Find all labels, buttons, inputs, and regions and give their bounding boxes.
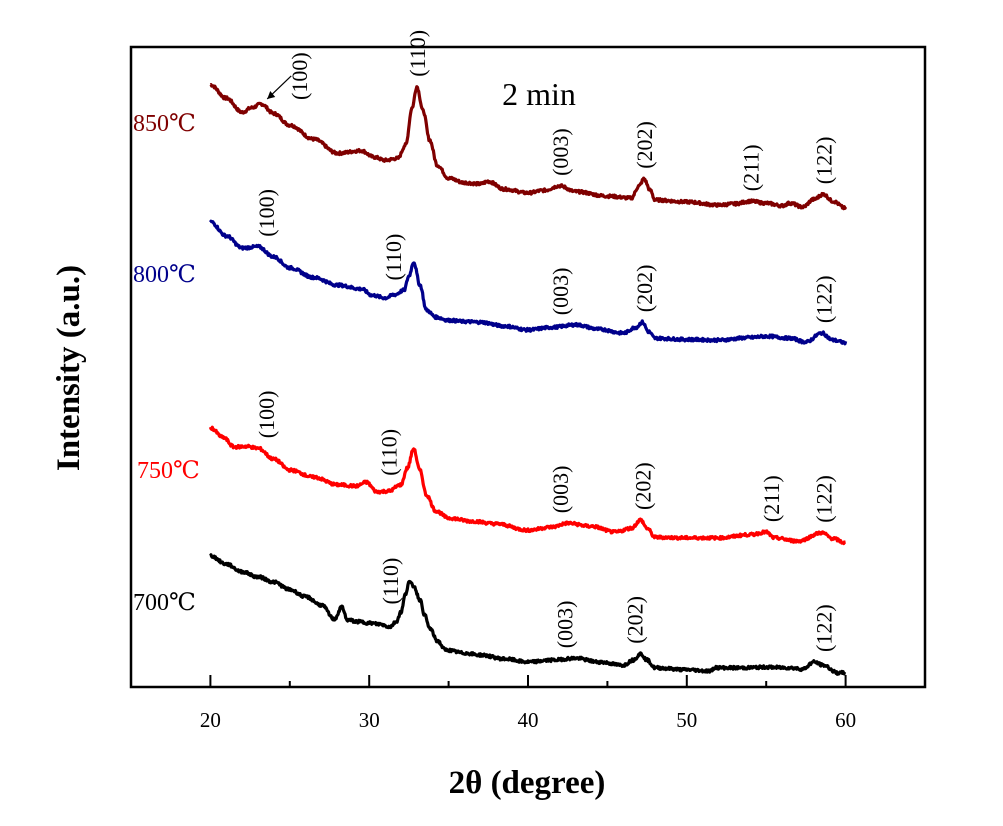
series-labels: 850℃ 800℃ 750℃ 700℃ <box>133 111 200 616</box>
x-tick-label: 40 <box>518 708 539 732</box>
peak-label-100-800c: (100) <box>254 189 279 237</box>
x-axis-ticks <box>209 675 847 687</box>
y-axis-title: Intensity (a.u.) <box>51 265 87 471</box>
peak-label-110-850c: (110) <box>405 30 430 77</box>
peak-label-122-750c: (122) <box>811 475 836 523</box>
series-label-750c: 750℃ <box>137 458 200 484</box>
peak-label-211-850c: (211) <box>738 144 763 191</box>
peak-label-202-800c: (202) <box>632 265 657 313</box>
series-label-800c: 800℃ <box>133 262 196 288</box>
x-tick-label: 60 <box>835 708 856 732</box>
peak-label-122-700c: (122) <box>811 604 836 652</box>
series-label-700c: 700℃ <box>133 590 196 616</box>
peak-label-110-800c: (110) <box>381 234 406 281</box>
x-tick-label: 20 <box>200 708 221 732</box>
peak-label-202-750c: (202) <box>630 462 655 510</box>
series-line-750c <box>208 425 847 546</box>
series-line-850c <box>209 83 848 211</box>
x-axis-tick-labels: 20 30 40 50 60 <box>200 708 856 732</box>
peak-label-110-700c: (110) <box>378 558 403 605</box>
peak-label-122-800c: (122) <box>811 275 836 323</box>
time-annotation: 2 min <box>502 76 576 112</box>
plot-series <box>208 83 848 676</box>
x-axis-title: 2θ (degree) <box>449 765 606 801</box>
peak-arrow-head-icon <box>267 90 276 99</box>
peak-label-110-750c: (110) <box>376 429 401 476</box>
series-line-700c <box>209 553 847 676</box>
peak-label-100-750c: (100) <box>254 391 279 439</box>
peak-label-003-750c: (003) <box>548 466 573 514</box>
x-tick-label: 30 <box>359 708 380 732</box>
peak-label-211-750c: (211) <box>759 475 784 522</box>
peak-label-202-850c: (202) <box>632 121 657 169</box>
peak-label-003-700c: (003) <box>553 601 578 649</box>
peak-label-202-700c: (202) <box>622 596 647 644</box>
peak-label-100-850c: (100) <box>287 52 312 100</box>
peak-label-122-850c: (122) <box>811 137 836 185</box>
peak-label-003-850c: (003) <box>548 128 573 176</box>
series-line-800c <box>209 219 848 346</box>
series-label-850c: 850℃ <box>133 111 196 137</box>
x-tick-label: 50 <box>676 708 697 732</box>
peak-labels: (100) (110) (003) (202) (211) (122) (100) (110)… <box>254 30 836 652</box>
peak-label-003-800c: (003) <box>548 268 573 316</box>
